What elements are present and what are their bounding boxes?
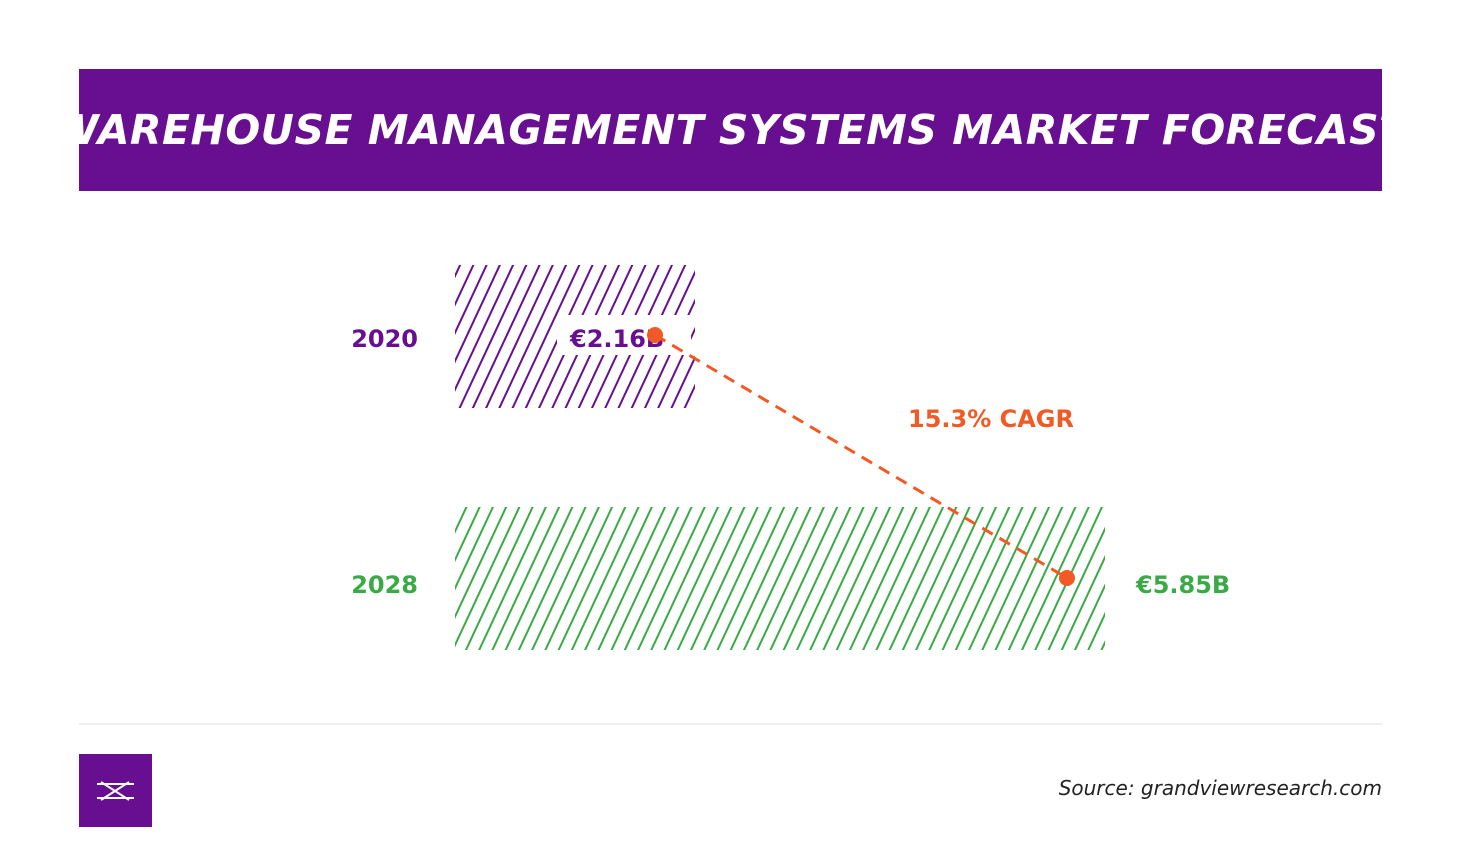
trend-point-2020 — [647, 327, 663, 343]
value-label-2020-background — [557, 315, 691, 355]
footer-divider — [79, 723, 1382, 725]
brand-logo — [79, 754, 152, 827]
value-label-2028: €5.85B — [1135, 571, 1230, 599]
bar-2028 — [455, 507, 1105, 650]
category-label-2028: 2028 — [351, 571, 418, 599]
title-banner: WAREHOUSE MANAGEMENT SYSTEMS MARKET FORE… — [53, 69, 1407, 191]
logo-icon — [97, 781, 134, 801]
source-citation: Source: grandviewresearch.com — [1058, 776, 1382, 800]
category-label-2020: 2020 — [351, 325, 418, 353]
cagr-annotation: 15.3% CAGR — [908, 405, 1074, 433]
chart-title: WAREHOUSE MANAGEMENT SYSTEMS MARKET FORE… — [53, 106, 1408, 154]
trend-point-2028 — [1059, 570, 1075, 586]
